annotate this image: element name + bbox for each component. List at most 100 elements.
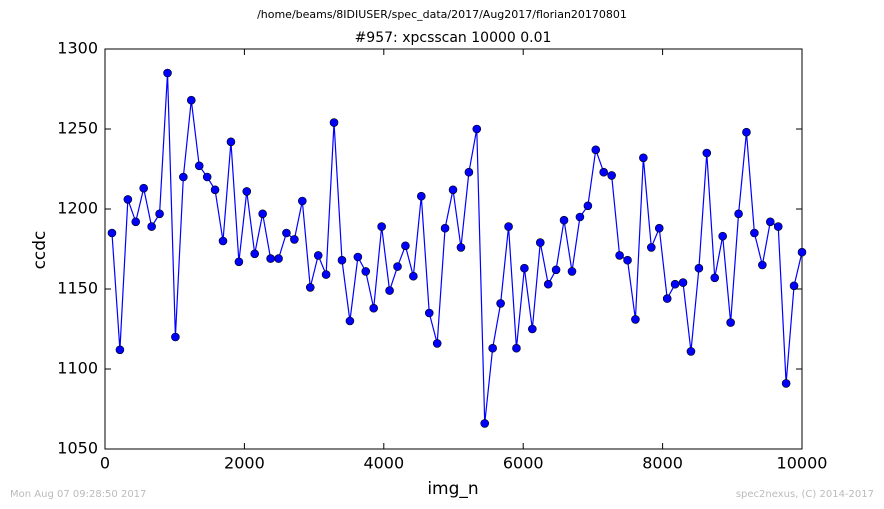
data-point [298,196,307,206]
data-point [781,379,791,388]
data-point [607,171,616,180]
x-tick-label: 6000 [503,454,544,473]
data-point [670,279,680,289]
data-point [773,222,783,231]
y-tick-label: 1200 [57,199,98,218]
x-tick-label: 2000 [224,454,265,473]
data-point [726,318,735,327]
data-point [694,263,704,273]
data-point [623,255,632,265]
data-point [416,191,426,201]
data-point [504,222,513,231]
data-point [496,299,505,308]
data-point [385,286,394,295]
data-point [710,273,720,283]
data-point [329,118,339,127]
data-point [393,262,402,271]
data-point [218,236,228,246]
data-point [345,316,355,326]
data-point [321,270,331,279]
data-point [567,267,577,276]
data-point [512,343,521,353]
data-point [615,251,624,260]
data-point [647,243,656,252]
data-point [266,254,275,263]
data-point [290,235,299,244]
data-point [409,271,418,281]
data-point [258,209,267,219]
y-tick-label: 1300 [57,39,98,58]
data-point [631,315,640,324]
data-point [107,228,117,238]
y-tick-label: 1150 [57,279,98,298]
data-point [678,278,688,287]
data-point [583,201,593,211]
data-point [480,419,490,428]
data-point [654,223,664,233]
data-point [456,243,466,252]
x-tick-label: 8000 [642,454,683,473]
footnote: spec2nexus, (C) 2014-2017 [736,489,874,500]
data-point [528,324,537,334]
data-point [353,252,363,262]
footnote: Mon Aug 07 09:28:50 2017 [10,489,146,500]
data-point [131,217,141,227]
data-point [488,343,497,353]
data-point [139,183,148,193]
data-point [432,339,442,348]
data-point [123,195,133,204]
data-point [115,345,125,355]
data-point [226,137,236,147]
data-point [440,223,450,233]
data-point [250,249,260,259]
data-point [758,260,767,270]
data-point [155,209,164,219]
data-point [305,283,315,292]
data-point [718,231,727,241]
data-point [734,209,743,219]
y-axis-label: ccdc [30,231,50,270]
chart-subtitle: /home/beams/8IDIUSER/spec_data/2017/Aug2… [257,8,627,21]
data-point [591,145,601,155]
data-point [424,308,434,318]
data-point [599,167,609,177]
data-point [202,172,212,182]
data-point [686,347,696,356]
data-point [242,187,252,196]
data-point [171,332,180,342]
data-point [551,265,561,275]
data-point [797,247,807,257]
data-point [472,124,482,134]
y-tick-label: 1050 [57,439,98,458]
data-point [147,222,156,231]
data-point [163,68,172,78]
y-tick-label: 1250 [57,119,98,138]
y-tick-label: 1100 [57,359,98,378]
data-point [274,254,283,263]
data-point [210,185,220,195]
chart-title: #957: xpcsscan 10000 0.01 [355,30,552,46]
data-point [186,95,196,105]
data-point [194,161,204,171]
data-point [337,255,347,265]
data-point [282,228,291,238]
data-point [361,267,371,276]
x-tick-label: 10000 [777,454,828,473]
x-tick-label: 4000 [363,454,404,473]
data-point [179,172,188,182]
x-tick-label: 0 [100,454,110,473]
data-point [401,241,410,251]
data-point [702,148,712,158]
data-point [559,215,569,225]
data-point [234,257,244,267]
data-point [742,127,751,137]
data-point [448,185,458,195]
data-point [535,238,545,247]
series-line [111,72,803,424]
data-point [369,303,378,313]
data-point [377,222,386,231]
data-point [575,212,585,222]
data-point [543,279,553,289]
